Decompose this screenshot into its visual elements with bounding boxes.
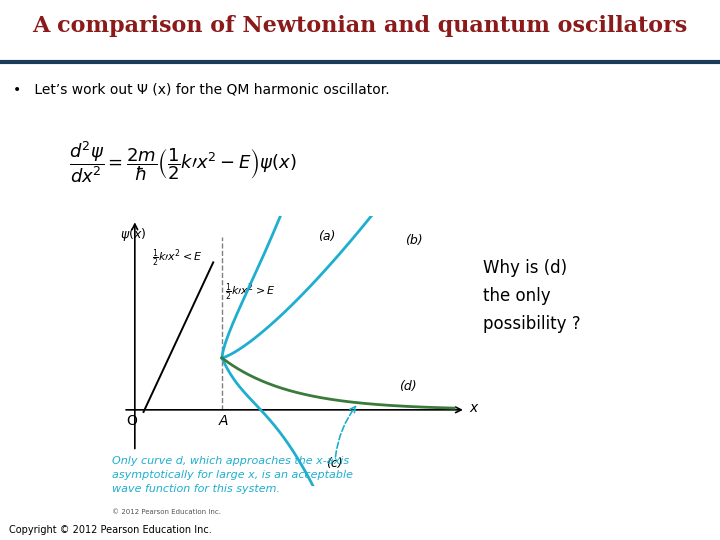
Text: Only curve d, which approaches the x-axis
asymptotically for large x, is an acce: Only curve d, which approaches the x-axi… — [112, 456, 353, 494]
Text: $x$: $x$ — [469, 401, 480, 415]
Text: © 2012 Pearson Education Inc.: © 2012 Pearson Education Inc. — [112, 509, 220, 515]
Text: $\frac{1}{2}k\prime x^2 > E$: $\frac{1}{2}k\prime x^2 > E$ — [225, 282, 276, 303]
Text: •   Let’s work out Ψ (x) for the QM harmonic oscillator.: • Let’s work out Ψ (x) for the QM harmon… — [13, 82, 390, 96]
Text: $\psi(x)$: $\psi(x)$ — [120, 226, 147, 244]
Text: $\frac{1}{2}k\prime x^2 < E$: $\frac{1}{2}k\prime x^2 < E$ — [152, 247, 203, 268]
Text: (b): (b) — [405, 234, 423, 247]
Text: $\dfrac{d^2\psi}{dx^2} = \dfrac{2m}{\hbar}\left(\dfrac{1}{2}k\prime x^2 - E\righ: $\dfrac{d^2\psi}{dx^2} = \dfrac{2m}{\hba… — [69, 139, 297, 185]
Text: A comparison of Newtonian and quantum oscillators: A comparison of Newtonian and quantum os… — [32, 15, 688, 37]
Text: (d): (d) — [399, 381, 417, 394]
Text: (c): (c) — [326, 457, 343, 470]
Text: Why is (d)
the only
possibility ?: Why is (d) the only possibility ? — [484, 259, 581, 333]
Text: (a): (a) — [318, 230, 335, 243]
Text: A: A — [218, 414, 228, 428]
Text: Copyright © 2012 Pearson Education Inc.: Copyright © 2012 Pearson Education Inc. — [9, 525, 212, 535]
Text: O: O — [127, 414, 138, 428]
